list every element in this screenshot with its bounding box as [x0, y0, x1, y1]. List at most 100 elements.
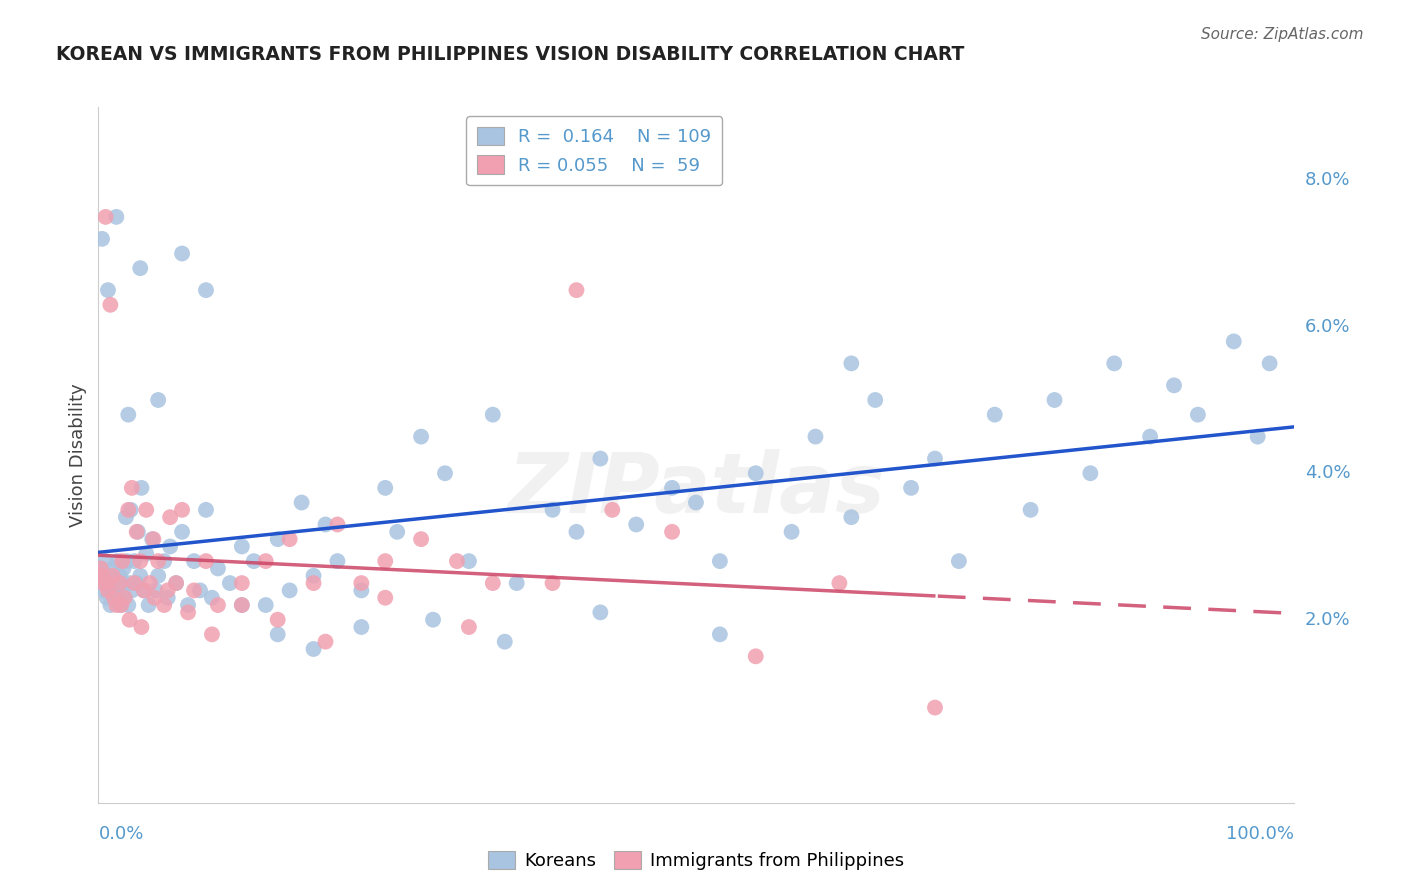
Point [231, 598, 253, 612]
Text: 4.0%: 4.0% [1305, 464, 1350, 483]
Point [481, 408, 505, 422]
Point [589, 451, 612, 466]
Point [219, 576, 242, 591]
Point [194, 283, 217, 297]
Point [131, 481, 153, 495]
Point [129, 568, 152, 582]
Point [983, 408, 1005, 422]
Point [804, 429, 827, 443]
Point [278, 583, 301, 598]
Point [302, 642, 325, 657]
Point [110, 598, 132, 612]
Point [194, 554, 217, 568]
Point [101, 561, 124, 575]
Point [156, 583, 179, 598]
Point [1187, 408, 1209, 422]
Point [231, 576, 253, 591]
Point [97, 283, 120, 297]
Point [142, 532, 165, 546]
Point [924, 451, 946, 466]
Point [541, 503, 564, 517]
Point [709, 554, 731, 568]
Point [117, 598, 139, 612]
Point [132, 583, 155, 598]
Point [125, 576, 148, 591]
Point [108, 568, 131, 582]
Text: Source: ZipAtlas.com: Source: ZipAtlas.com [1201, 27, 1364, 42]
Point [165, 576, 187, 591]
Point [145, 583, 167, 598]
Point [1102, 356, 1125, 370]
Point [458, 554, 481, 568]
Point [254, 598, 277, 612]
Point [159, 510, 181, 524]
Point [565, 283, 588, 297]
Point [103, 591, 125, 605]
Point [243, 554, 266, 568]
Point [91, 568, 114, 582]
Point [900, 481, 922, 495]
Point [159, 540, 181, 554]
Point [188, 583, 211, 598]
Point [1080, 467, 1102, 481]
Point [201, 627, 224, 641]
Point [96, 576, 118, 591]
Point [91, 232, 114, 246]
Point [458, 620, 481, 634]
Point [132, 583, 155, 598]
Point [326, 554, 349, 568]
Point [94, 210, 117, 224]
Text: ZIPatlas: ZIPatlas [508, 450, 884, 530]
Point [105, 591, 128, 605]
Point [107, 554, 129, 568]
Point [278, 532, 301, 546]
Point [541, 576, 564, 591]
Point [267, 532, 290, 546]
Point [177, 606, 200, 620]
Point [267, 627, 290, 641]
Point [600, 503, 623, 517]
Point [350, 583, 373, 598]
Point [589, 606, 612, 620]
Point [141, 532, 163, 546]
Point [385, 524, 409, 539]
Point [374, 554, 396, 568]
Point [96, 591, 118, 605]
Point [118, 576, 141, 591]
Point [315, 634, 337, 648]
Point [105, 598, 128, 612]
Point [839, 356, 862, 370]
Point [1163, 378, 1185, 392]
Point [148, 392, 170, 407]
Point [121, 583, 143, 598]
Point [494, 634, 516, 648]
Point [446, 554, 468, 568]
Point [139, 576, 162, 591]
Point [177, 598, 200, 612]
Point [98, 298, 122, 312]
Point [411, 532, 433, 546]
Point [98, 568, 121, 582]
Point [101, 568, 124, 582]
Point [231, 598, 253, 612]
Point [207, 598, 229, 612]
Point [350, 576, 373, 591]
Point [745, 649, 768, 664]
Text: 0.0%: 0.0% [98, 825, 143, 843]
Point [97, 583, 120, 598]
Point [117, 408, 139, 422]
Point [131, 620, 153, 634]
Text: 8.0%: 8.0% [1305, 171, 1350, 189]
Point [120, 503, 142, 517]
Point [138, 598, 160, 612]
Point [114, 591, 136, 605]
Point [129, 261, 152, 276]
Point [839, 510, 862, 524]
Point [207, 561, 229, 575]
Point [90, 561, 112, 575]
Point [153, 554, 176, 568]
Point [326, 517, 349, 532]
Point [201, 591, 224, 605]
Point [98, 598, 122, 612]
Point [114, 591, 136, 605]
